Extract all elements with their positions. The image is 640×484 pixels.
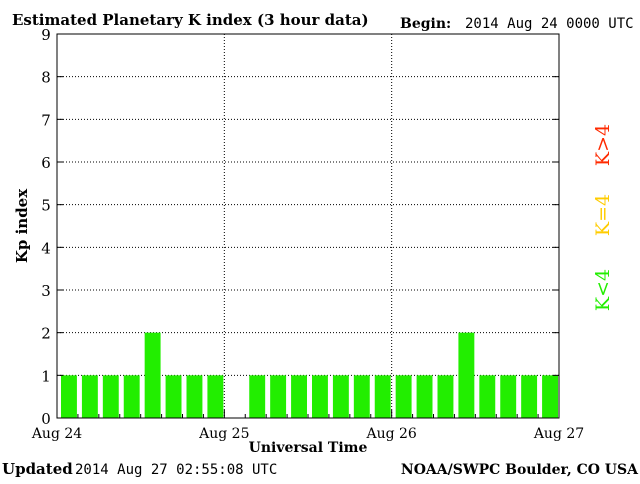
- y-tick-label: 3: [41, 282, 51, 300]
- y-tick-label: 1: [41, 367, 51, 385]
- legend-entry: K<4: [592, 269, 614, 311]
- x-tick-label: Aug 26: [365, 426, 416, 442]
- x-axis-label: Universal Time: [249, 440, 368, 456]
- kp-bar: [395, 375, 412, 418]
- kp-bar: [542, 375, 558, 418]
- y-tick-label: 7: [41, 111, 51, 129]
- kp-bar: [374, 375, 391, 418]
- plot-frame: [56, 33, 560, 419]
- x-tick-label: Aug 25: [198, 426, 249, 442]
- kp-bar: [479, 375, 496, 418]
- kp-bar: [61, 375, 77, 418]
- y-tick-label: 4: [41, 239, 51, 257]
- legend-entry: K>4: [592, 124, 614, 166]
- y-tick-label: 2: [41, 325, 51, 343]
- source-credit: NOAA/SWPC Boulder, CO USA: [401, 462, 639, 478]
- kp-bar: [270, 375, 287, 418]
- kp-bar: [81, 375, 98, 418]
- kp-bar: [500, 375, 517, 418]
- x-tick-label: Aug 24: [31, 426, 82, 442]
- y-tick-label: 6: [41, 154, 51, 172]
- kp-bar: [291, 375, 307, 418]
- kp-bar: [353, 375, 370, 418]
- updated-label: Updated: [2, 460, 73, 478]
- begin-label: Begin:: [400, 16, 451, 32]
- chart-title: Estimated Planetary K index (3 hour data…: [12, 11, 369, 29]
- kp-bar: [416, 375, 433, 418]
- x-tick-label: Aug 27: [533, 426, 584, 442]
- kp-bar: [165, 375, 182, 418]
- y-axis-label: Kp index: [13, 188, 31, 263]
- kp-bar: [123, 375, 140, 418]
- y-tick-label: 0: [41, 410, 51, 428]
- updated-value: 2014 Aug 27 02:55:08 UTC: [75, 462, 277, 478]
- kp-bar: [102, 375, 119, 418]
- kp-bar: [437, 375, 454, 418]
- kp-bar: [521, 375, 538, 418]
- kp-bar: [332, 375, 349, 418]
- kp-bar: [186, 375, 203, 418]
- begin-value: 2014 Aug 24 0000 UTC: [465, 16, 634, 32]
- kp-bar: [207, 375, 224, 418]
- kp-bar: [144, 332, 161, 418]
- kp-bar: [249, 375, 266, 418]
- y-tick-label: 9: [41, 26, 51, 44]
- kp-bar: [312, 375, 328, 418]
- legend-entry: K=4: [592, 194, 614, 236]
- kp-bar: [458, 332, 475, 418]
- y-tick-label: 5: [41, 197, 51, 215]
- y-tick-label: 8: [41, 69, 51, 87]
